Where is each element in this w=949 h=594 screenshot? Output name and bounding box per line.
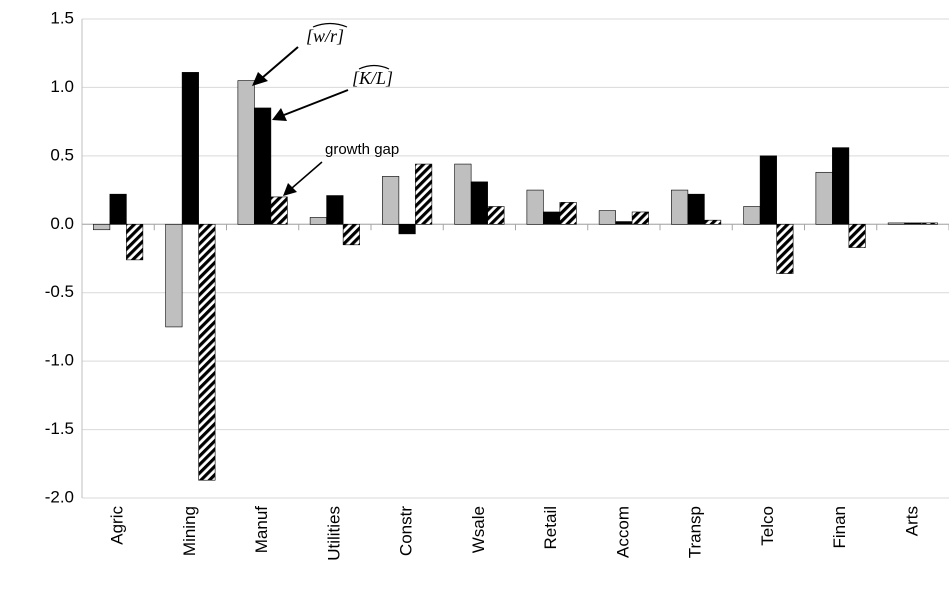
bar xyxy=(198,223,216,481)
x-tick-label: Telco xyxy=(758,506,777,546)
x-tick-label: Agric xyxy=(108,506,127,545)
bar xyxy=(398,223,416,235)
x-tick-label: Accom xyxy=(613,506,632,558)
bar xyxy=(254,107,272,225)
arrow-head xyxy=(272,108,287,121)
y-tick-label: 0.5 xyxy=(50,145,74,164)
bar xyxy=(743,206,761,225)
x-tick-label: Wsale xyxy=(469,506,488,553)
bar xyxy=(342,223,360,246)
bar xyxy=(704,219,722,225)
bar xyxy=(415,163,433,225)
x-tick-label: Transp xyxy=(686,506,705,558)
arrow xyxy=(291,161,323,189)
bar xyxy=(109,193,127,225)
bar xyxy=(887,222,905,225)
bar xyxy=(270,196,288,225)
annotations: [w/r] [K/L] growth gap xyxy=(252,22,399,196)
annotation-label: [w/r] xyxy=(306,26,344,46)
bar xyxy=(920,222,938,225)
y-tick-label: 0.0 xyxy=(50,214,74,233)
bar xyxy=(848,223,866,248)
annotation-label: [K/L] xyxy=(352,68,393,88)
bar xyxy=(237,80,255,225)
x-tick-label: Constr xyxy=(397,506,416,556)
y-tick-label: -1.5 xyxy=(45,419,74,438)
bar xyxy=(671,189,689,225)
bar xyxy=(165,223,183,328)
x-tick-label: Manuf xyxy=(252,506,271,554)
bar xyxy=(181,72,199,225)
bar xyxy=(454,163,472,225)
hat xyxy=(312,22,348,28)
hat xyxy=(358,64,390,70)
bar xyxy=(326,195,344,225)
x-tick-label: Retail xyxy=(541,506,560,549)
x-tick-label: Mining xyxy=(180,506,199,556)
x-tick-label: Utilities xyxy=(324,506,343,561)
y-tick-label: -1.0 xyxy=(45,351,74,370)
y-tick-label: 1.5 xyxy=(50,8,74,27)
bar xyxy=(904,222,922,225)
bar xyxy=(309,217,327,225)
x-tick-label: Finan xyxy=(830,506,849,549)
bar xyxy=(815,171,833,225)
y-tick-label: -0.5 xyxy=(45,282,74,301)
arrow xyxy=(283,89,349,116)
bar xyxy=(615,221,633,225)
bar xyxy=(631,211,649,225)
arrow xyxy=(261,46,299,79)
bar xyxy=(559,202,577,225)
arrow-head xyxy=(283,183,297,196)
y-tick-label: 1.0 xyxy=(50,77,74,96)
bar xyxy=(126,223,144,261)
bar xyxy=(470,181,488,225)
bar xyxy=(93,223,111,231)
bar xyxy=(526,189,544,225)
bar xyxy=(759,155,777,225)
bar xyxy=(687,193,705,225)
arrow-head xyxy=(252,72,268,86)
annotation-label: growth gap xyxy=(325,141,399,158)
bar xyxy=(382,176,400,225)
bar xyxy=(776,223,794,274)
bar xyxy=(598,210,616,225)
y-tick-label: -2.0 xyxy=(45,487,74,506)
bar xyxy=(487,206,505,225)
bar xyxy=(832,147,850,225)
x-tick-label: Arts xyxy=(902,506,921,536)
bar xyxy=(543,211,561,225)
